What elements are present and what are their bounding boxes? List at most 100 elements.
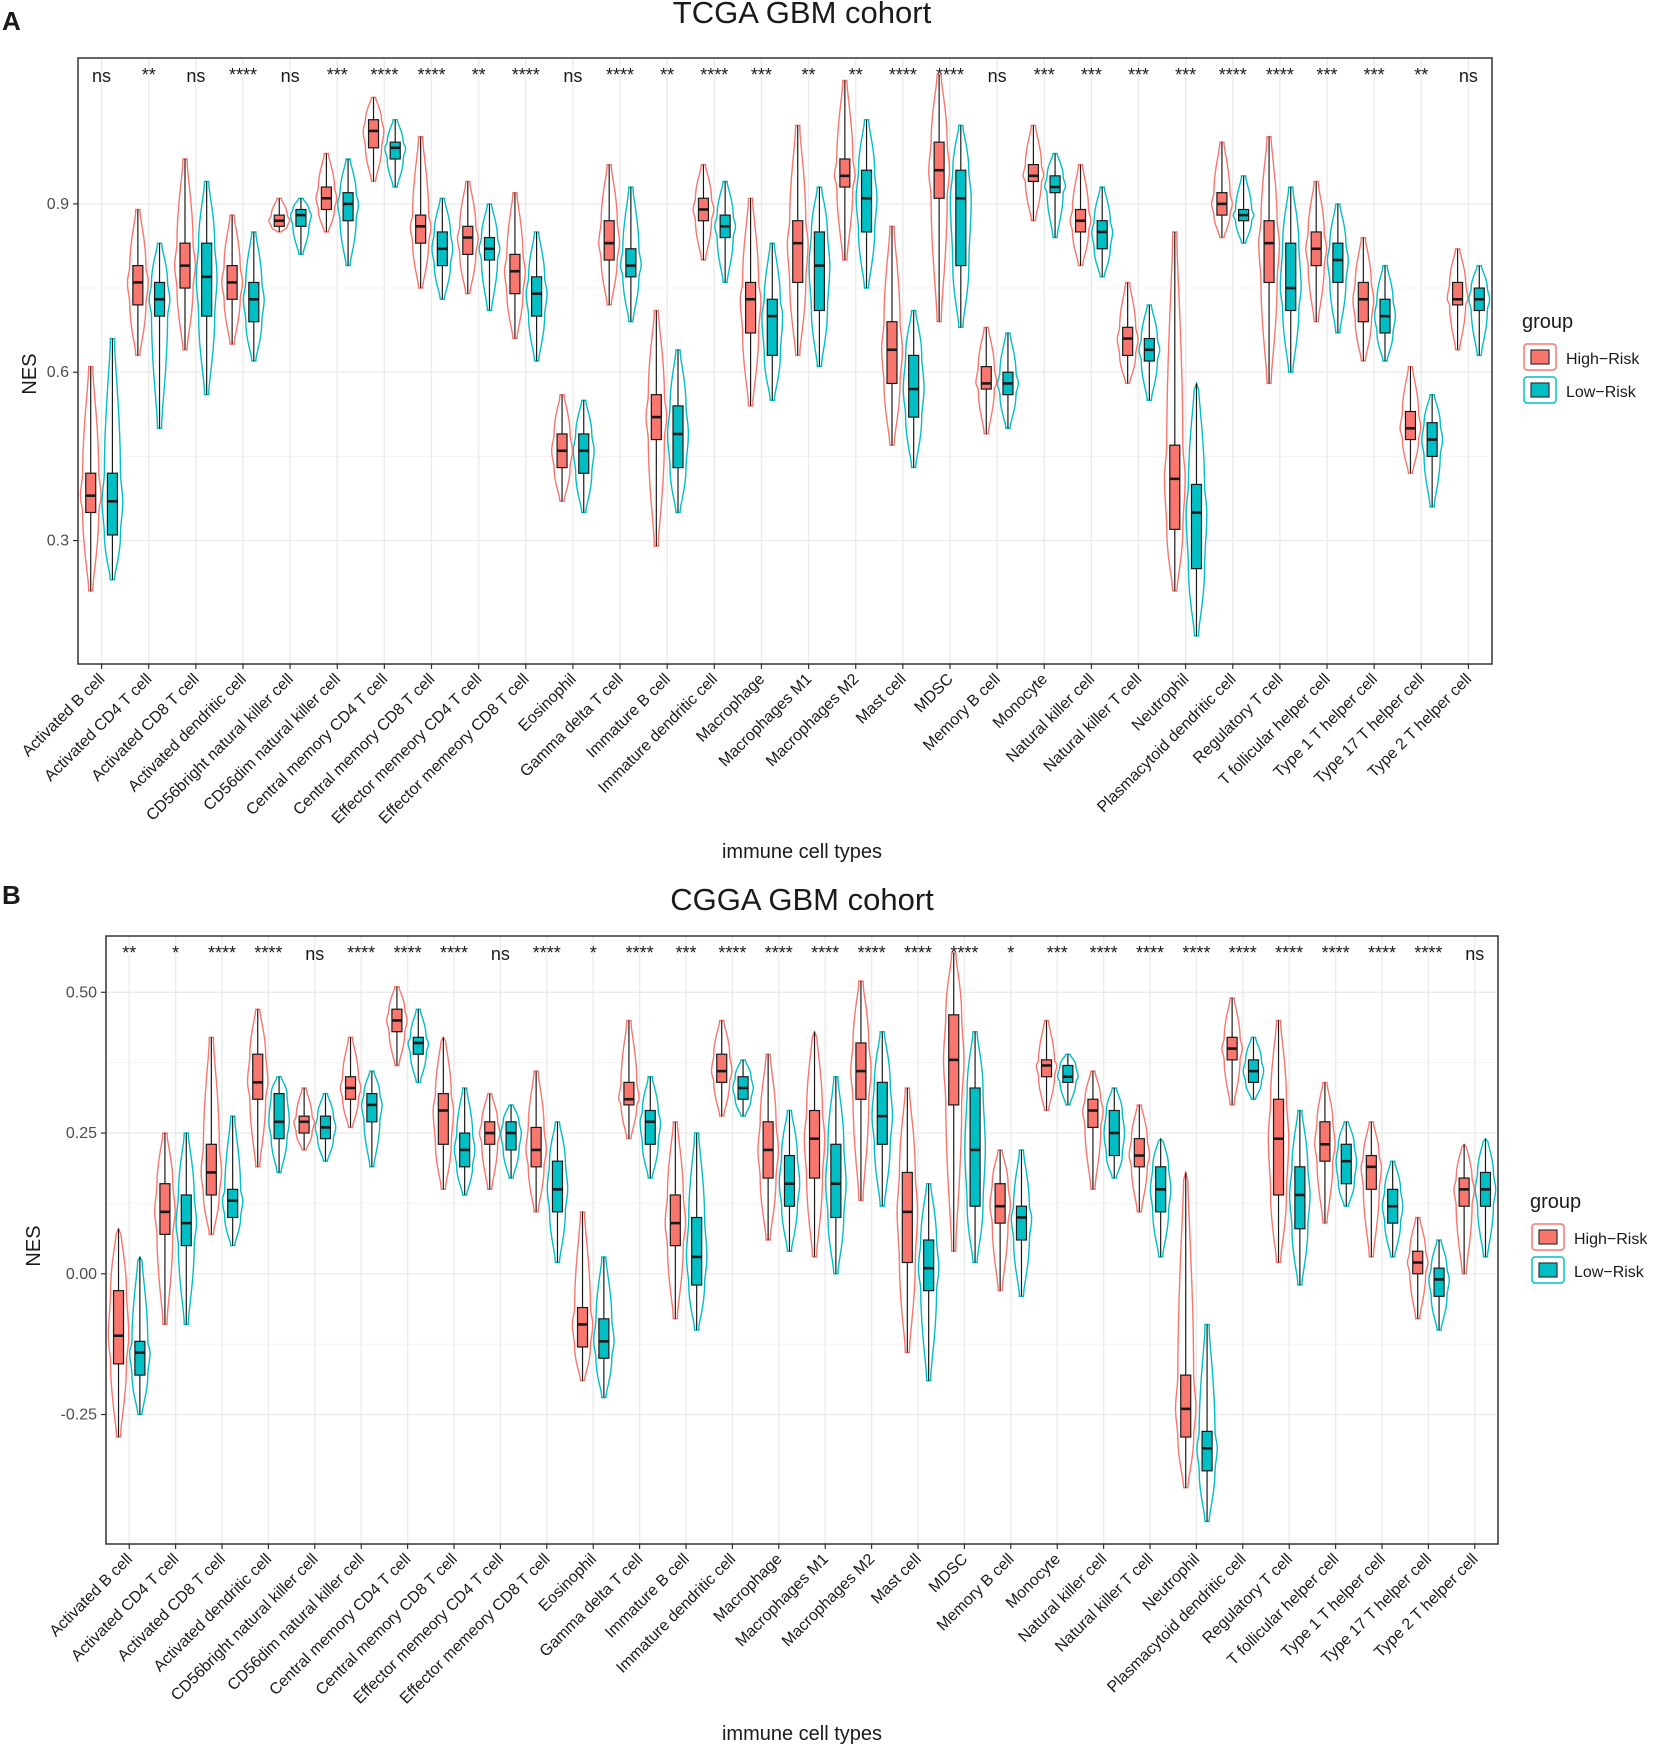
panel-a-significance-label: *** xyxy=(327,65,348,85)
panel-b-box-low-risk xyxy=(412,1036,424,1055)
panel-b-significance-label: **** xyxy=(1136,943,1164,963)
panel-b-x-tick-label: Immature B cell xyxy=(602,1551,693,1642)
panel-b-legend-swatch-low-risk xyxy=(1538,1262,1558,1278)
panel-b-violins xyxy=(107,952,1497,1523)
panel-b-box-low-risk xyxy=(1015,1205,1028,1241)
panel-a-significance-label: ** xyxy=(849,65,863,85)
panel-b-box-low-risk xyxy=(1433,1267,1445,1297)
panel-a-box-low-risk xyxy=(908,354,920,418)
panel-b-significance-label: ns xyxy=(1465,944,1484,964)
panel-b-significance-label: *** xyxy=(675,943,696,963)
panel-a-box-low-risk xyxy=(578,433,590,474)
panel-b-box-high-risk xyxy=(252,1053,264,1100)
panel-b-significance-label: **** xyxy=(533,943,561,963)
panel-b-box-low-risk xyxy=(644,1109,656,1145)
panel-b-plot-frame xyxy=(105,935,1499,1545)
panel-b-gridlines xyxy=(106,936,1498,1544)
panel-b-box-high-risk xyxy=(1087,1098,1099,1129)
panel-a-box-low-risk xyxy=(813,231,826,312)
panel-a-box-low-risk xyxy=(625,248,637,278)
panel-b-box-low-risk xyxy=(1201,1430,1213,1472)
panel-b-significance-label: ns xyxy=(491,944,510,964)
panel-b-title: CGGA GBM cohort xyxy=(670,882,934,917)
panel-b-significance-label: **** xyxy=(1182,943,1210,963)
panel-b-significance-label: **** xyxy=(626,943,654,963)
panel-a-box-high-risk xyxy=(1404,410,1417,441)
panel-a-significance-label: *** xyxy=(1128,65,1149,85)
panel-b-box-high-risk xyxy=(530,1126,542,1168)
panel-a-legend-title: group xyxy=(1522,311,1573,333)
panel-b-y-tick-label: -0.25 xyxy=(61,1407,98,1424)
panel-b-box-low-risk xyxy=(134,1340,146,1376)
panel-b-box-low-risk xyxy=(783,1154,796,1207)
panel-b-box-low-risk xyxy=(1062,1064,1074,1083)
panel-a-significance-label: **** xyxy=(1266,65,1294,85)
panel-b-significance-label: **** xyxy=(858,943,886,963)
panel-b-significance-label: **** xyxy=(1414,943,1442,963)
panel-a-box-low-risk xyxy=(342,192,354,222)
panel-a-significance-label: ns xyxy=(563,66,582,86)
panel-a-box-high-risk xyxy=(1357,281,1369,323)
panel-b-significance-label: ns xyxy=(305,944,324,964)
panel-b-box-low-risk xyxy=(505,1121,517,1151)
panel-b-y-tick-label: 0.25 xyxy=(66,1125,97,1142)
panel-b-significance-label: **** xyxy=(1275,943,1303,963)
panel-a-significance-labels: ns ** ns **** ns *** **** **** ** **** ns **** ** ***… xyxy=(92,65,1478,86)
panel-a-significance-label: **** xyxy=(936,65,964,85)
panel-b-significance-label: ** xyxy=(122,943,136,963)
panel-a-significance-label: **** xyxy=(417,65,445,85)
panel-b-significance-label: **** xyxy=(1368,943,1396,963)
panel-a-box-high-risk xyxy=(509,253,521,295)
panel-b: B CGGA GBM cohort immune cell types NES … xyxy=(2,880,1648,1745)
panel-a-y-tick-label: 0.3 xyxy=(47,533,69,550)
panel-b-significance-label: **** xyxy=(950,943,978,963)
panel-a-box-high-risk xyxy=(1027,164,1039,183)
panel-b-box-low-risk xyxy=(923,1239,935,1292)
panel-b-significance-label: * xyxy=(1007,943,1014,963)
panel-b-significance-label: *** xyxy=(1047,943,1068,963)
panel-a-significance-label: ns xyxy=(1459,66,1478,86)
panel-a-box-high-risk xyxy=(85,472,97,514)
panel-a-box-low-risk xyxy=(1049,175,1061,194)
panel-b-x-axis-title: immune cell types xyxy=(722,1723,882,1745)
panel-b-significance-label: **** xyxy=(208,943,236,963)
panel-a-box-low-risk xyxy=(106,472,119,536)
panel-b-significance-label: **** xyxy=(904,943,932,963)
panel-a-box-high-risk xyxy=(839,158,851,188)
panel-a-significance-label: **** xyxy=(606,65,634,85)
panel-a-box-low-risk xyxy=(1332,242,1344,284)
panel-b-box-high-risk xyxy=(623,1081,635,1106)
panel-b-plot-background xyxy=(106,936,1498,1544)
panel-b-box-low-risk xyxy=(1340,1143,1352,1185)
panel-a-box-low-risk xyxy=(531,276,543,317)
panel-b-box-low-risk xyxy=(273,1093,285,1140)
panel-b-x-tick-label: Activated B cell xyxy=(47,1551,136,1640)
panel-b-box-low-risk xyxy=(1294,1166,1306,1230)
panel-a-significance-label: *** xyxy=(1317,65,1338,85)
panel-a-box-low-risk xyxy=(1285,242,1297,312)
panel-a-box-low-risk xyxy=(860,169,873,233)
panel-b-x-tick-label: MDSC xyxy=(926,1551,971,1596)
panel-b-box-high-risk xyxy=(298,1115,310,1134)
panel-a-significance-label: **** xyxy=(700,65,728,85)
panel-b-significance-label: **** xyxy=(811,943,839,963)
panel-b-significance-label: **** xyxy=(1229,943,1257,963)
panel-b-significance-label: * xyxy=(172,943,179,963)
panel-a-box-low-risk xyxy=(1190,483,1203,570)
panel-a-box-high-risk xyxy=(744,281,757,334)
panel-b-legend-label-low-risk: Low−Risk xyxy=(1574,1264,1645,1281)
panel-a-box-low-risk xyxy=(389,141,401,160)
panel-a-x-axis-title: immune cell types xyxy=(722,841,882,863)
panel-a-title: TCGA GBM cohort xyxy=(673,0,932,30)
panel-a-x-tick-label: Natural killer cell xyxy=(1003,671,1098,766)
panel-b-significance-label: **** xyxy=(765,943,793,963)
panel-a-significance-label: *** xyxy=(1081,65,1102,85)
panel-a-box-high-risk xyxy=(367,119,380,149)
panel-a-significance-label: ** xyxy=(1414,65,1428,85)
panel-a-x-tick-label: MDSC xyxy=(911,671,956,716)
panel-a-significance-label: *** xyxy=(751,65,772,85)
panel-a-plot-background xyxy=(78,58,1492,664)
panel-b-significance-label: **** xyxy=(1322,943,1350,963)
panel-b-box-high-risk xyxy=(1272,1098,1285,1196)
